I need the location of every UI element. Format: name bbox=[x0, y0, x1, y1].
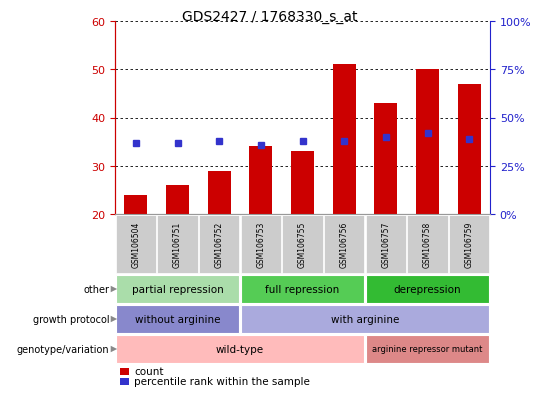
Text: GSM106753: GSM106753 bbox=[256, 221, 265, 268]
Bar bbox=[458, 85, 481, 214]
Bar bbox=[333, 65, 356, 214]
Text: partial repression: partial repression bbox=[132, 284, 224, 294]
Text: other: other bbox=[84, 284, 110, 294]
Bar bbox=[291, 152, 314, 214]
Text: GDS2427 / 1768330_s_at: GDS2427 / 1768330_s_at bbox=[183, 10, 357, 24]
Text: genotype/variation: genotype/variation bbox=[17, 344, 110, 354]
Text: GSM106759: GSM106759 bbox=[464, 221, 474, 268]
Text: growth protocol: growth protocol bbox=[33, 314, 110, 324]
Text: percentile rank within the sample: percentile rank within the sample bbox=[134, 377, 310, 387]
Text: GSM106756: GSM106756 bbox=[340, 221, 349, 268]
Bar bbox=[374, 104, 397, 214]
Text: count: count bbox=[134, 367, 164, 377]
Bar bbox=[166, 185, 189, 214]
Text: with arginine: with arginine bbox=[331, 314, 399, 324]
Text: GSM106751: GSM106751 bbox=[173, 221, 182, 268]
Text: without arginine: without arginine bbox=[135, 314, 220, 324]
Text: derepression: derepression bbox=[394, 284, 461, 294]
Bar bbox=[416, 70, 439, 214]
Bar bbox=[208, 171, 231, 214]
Text: GSM106757: GSM106757 bbox=[381, 221, 390, 268]
Text: full repression: full repression bbox=[265, 284, 340, 294]
Bar bbox=[124, 195, 147, 214]
Text: GSM106755: GSM106755 bbox=[298, 221, 307, 268]
Text: GSM106758: GSM106758 bbox=[423, 221, 432, 268]
Text: GSM106504: GSM106504 bbox=[131, 221, 140, 268]
Text: wild-type: wild-type bbox=[216, 344, 264, 354]
Text: GSM106752: GSM106752 bbox=[215, 221, 224, 268]
Bar bbox=[249, 147, 272, 214]
Text: arginine repressor mutant: arginine repressor mutant bbox=[372, 345, 483, 354]
